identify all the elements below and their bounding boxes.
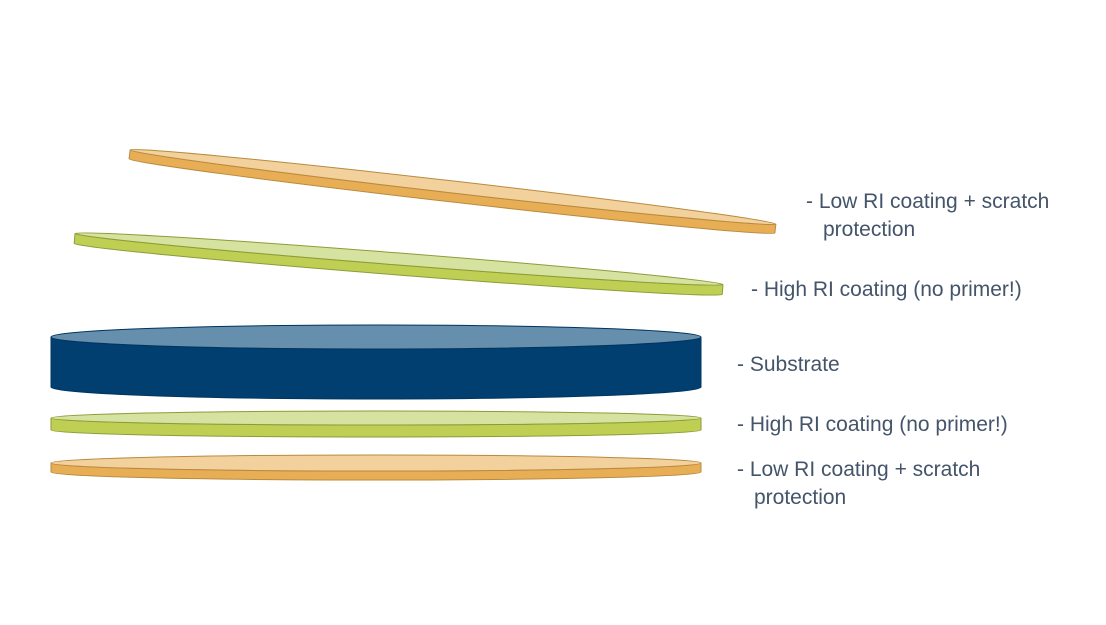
disc-substrate-face (50, 324, 702, 350)
disc-top-high-ri-face (74, 232, 724, 286)
disc-bottom-high-ri-coating (50, 410, 702, 438)
label-top-low-ri-line1: - Low RI coating + scratch (806, 190, 1050, 213)
disc-bottom-high-ri-face (50, 410, 702, 426)
label-top-high-ri-coating: - High RI coating (no primer!) (751, 276, 1022, 304)
label-top-low-ri-line2: protection (823, 218, 916, 241)
disc-substrate (50, 324, 702, 400)
disc-top-high-ri-coating (73, 232, 724, 296)
disc-bottom-low-ri-face (50, 454, 702, 472)
label-bottom-high-ri-line1: - High RI coating (no primer!) (737, 413, 1008, 436)
label-top-high-ri-line1: - High RI coating (no primer!) (751, 278, 1022, 301)
label-bottom-low-ri-coating: - Low RI coating + scratch protection (737, 456, 980, 512)
label-substrate-line1: - Substrate (737, 353, 840, 376)
disc-top-low-ri-coating (128, 148, 777, 234)
label-top-low-ri-coating: - Low RI coating + scratch protection (806, 188, 1049, 244)
label-substrate: - Substrate (737, 351, 840, 379)
disc-bottom-low-ri-coating (50, 454, 702, 481)
disc-top-low-ri-face (129, 148, 777, 226)
label-bottom-low-ri-line1: - Low RI coating + scratch (737, 458, 981, 481)
label-bottom-low-ri-line2: protection (754, 486, 847, 509)
label-bottom-high-ri-coating: - High RI coating (no primer!) (737, 411, 1008, 439)
